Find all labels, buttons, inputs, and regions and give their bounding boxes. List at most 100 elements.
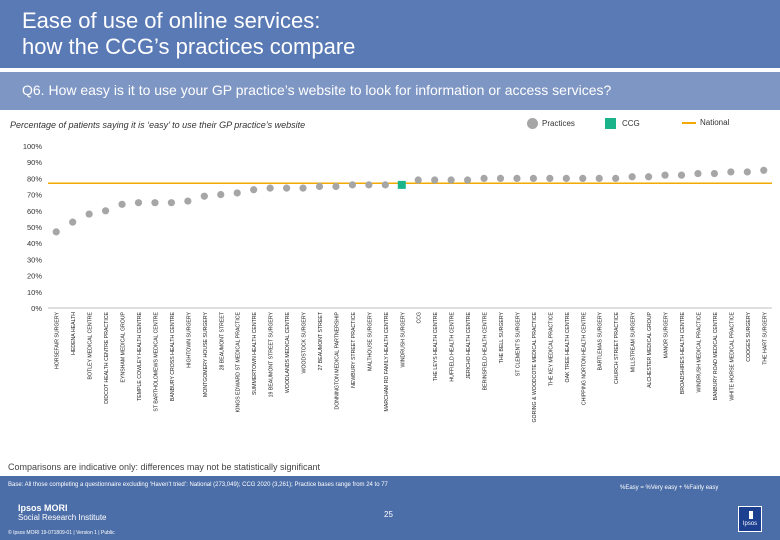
national-line-icon [682,121,696,124]
category-label: WHITE HORSE MEDICAL PRACTICE [729,311,735,400]
category-label: EYNSHAM MEDICAL GROUP [121,311,127,382]
category-label: BROADSHIRES HEALTH CENTRE [680,311,686,394]
practice-point [315,182,324,191]
formula-text: %Easy = %Very easy + %Fairly easy [620,485,719,491]
y-tick-label: 100% [23,142,43,151]
category-label: CHURCH STREET PRACTICE [614,311,620,383]
practice-point [365,181,373,189]
practice-point [546,174,554,182]
page-number: 25 [384,510,393,519]
y-tick-label: 70% [27,191,42,200]
category-label: THE BELL SURGERY [499,311,505,363]
practice-point [217,191,225,199]
question-bar [0,72,780,110]
brand-name: Ipsos MORI [18,503,68,513]
legend-practices: Practices [527,118,575,129]
category-label: SUMMERTOWN HEALTH CENTRE [252,311,258,395]
category-label: BOTLEY MEDICAL CENTRE [88,311,94,379]
category-label: ALCHESTER MEDICAL GROUP [647,311,653,387]
question-text: Q6. How easy is it to use your GP practi… [22,82,612,98]
ipsos-logo-icon: Ipsos [738,506,762,532]
category-label: HORSEFAIR SURGERY [55,311,61,369]
category-label: MANOR SURGERY [664,311,670,358]
practice-point [579,174,587,182]
practice-point [151,199,159,207]
practice-point [167,199,176,207]
practice-point [727,168,735,176]
category-label: WOODLANDS MEDICAL CENTRE [285,311,291,393]
base-text: Base: All those completing a questionnai… [8,482,388,488]
legend-national: National [682,118,729,127]
practice-point [101,207,110,215]
footer-bar [0,476,780,540]
practice-point [644,173,653,181]
category-label: TEMPLE COWLEY HEALTH CENTRE [137,311,143,400]
practice-point [628,173,636,181]
brand-logo: Ipsos MORI Social Research Institute [18,503,107,522]
ipsos-logo-text: Ipsos [742,521,758,527]
category-label: MARCHAM RD FAMILY HEALTH CENTRE [384,311,390,411]
practice-point [694,169,702,178]
practice-point [381,181,389,189]
y-tick-label: 80% [27,174,42,183]
practice-point [595,174,603,182]
category-label: ST CLEMENT'S SURGERY [515,311,521,376]
practice-point [480,174,488,182]
practice-point [200,192,208,200]
practice-point [118,200,126,208]
practice-point [266,184,274,192]
category-label: THE KEY MEDICAL PRACTICE [548,311,554,386]
ccg-point [397,180,406,189]
category-label: BERINSFIELD HEALTH CENTRE [483,311,489,390]
practice-point [233,189,241,197]
category-label: HIGHTOWN SURGERY [186,311,192,367]
practice-point [447,176,455,184]
category-label: 27 BEAUMONT STREET [318,311,324,370]
practice-point [52,228,60,236]
practice-point [299,184,307,192]
header-bar [0,0,780,68]
category-label: WINDRUSH SURGERY [400,311,406,367]
category-label: KINGS EDWARD ST MEDICAL PRACTICE [236,311,242,412]
title-line-1: Ease of use of online services: [22,8,321,33]
chart: 0% 10% 20% 30% 40% 50% 60% 70% 80% 90% 100% HORSEFA… [23,142,772,422]
category-label: MILLSTREAM SURGERY [631,311,637,372]
category-label: ST BARTHOLOMEWS MEDICAL CENTRE [153,311,159,411]
brand-subname: Social Research Institute [18,513,107,522]
category-label: THE HART SURGERY [762,311,768,364]
category-label: MALTHOUSE SURGERY [367,311,373,370]
practice-point [332,182,340,191]
title-line-2: how the CCG’s practices compare [22,34,356,59]
practice-point [661,171,669,179]
practice-point [496,174,505,182]
category-label: JERICHO HEALTH CENTRE [466,311,472,379]
practice-point [134,199,143,207]
category-label: OAK TREE HEALTH CENTRE [565,311,571,382]
y-tick-label: 40% [27,239,42,248]
practice-point [431,176,439,184]
practice-point [250,186,258,194]
category-label: 28 BEAUMONT STREET [219,311,225,370]
chart-subtitle: Percentage of patients saying it is ‘eas… [10,120,306,130]
category-label: 19 BEAUMONT STREET SURGERY [269,311,275,397]
practice-point [677,171,686,179]
category-label: DIDCOT HEALTH CENTRE PRACTICE [104,311,110,403]
practice-point [529,174,538,182]
legend-practices-label: Practices [542,119,575,128]
practice-point [463,176,472,184]
practice-point [69,218,77,226]
y-tick-label: 0% [31,304,42,313]
practice-point [743,168,751,176]
y-tick-label: 90% [27,158,42,167]
practice-point [513,174,521,182]
y-tick-label: 20% [27,272,42,281]
y-tick-label: 60% [27,207,42,216]
y-tick-label: 30% [27,255,42,264]
legend-ccg: CCG [605,118,640,129]
category-label: WINDRUSH MEDICAL PRACTICE [696,311,702,392]
practice-point [562,174,570,182]
category-label: CHIPPING NORTON HEALTH CENTRE [581,311,587,405]
legend-national-label: National [700,118,730,127]
practice-point [282,184,291,192]
practice-point [348,181,357,189]
